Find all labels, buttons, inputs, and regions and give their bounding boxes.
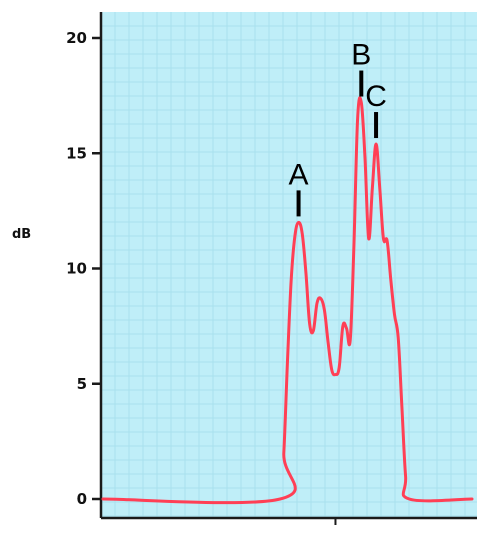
peak-label: C xyxy=(365,80,387,113)
peak-annotations: A BC xyxy=(289,39,387,217)
y-tick-label: 15 xyxy=(66,144,87,162)
series-line xyxy=(101,96,474,505)
axes xyxy=(99,12,477,525)
peak-label: B xyxy=(351,39,371,72)
y-tick-label: 10 xyxy=(66,260,87,278)
y-axis-ticks: 0 5 10 15 20 xyxy=(66,29,101,508)
series-group xyxy=(101,96,474,505)
y-tick-label: 5 xyxy=(77,375,87,393)
y-axis-label: dB xyxy=(12,227,31,242)
peak-label: A xyxy=(289,158,309,191)
y-tick-label: 20 xyxy=(66,29,87,47)
grid xyxy=(101,12,477,518)
y-tick-label: 0 xyxy=(77,490,87,508)
